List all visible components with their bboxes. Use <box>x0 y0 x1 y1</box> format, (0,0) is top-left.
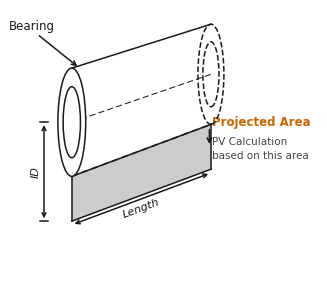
Text: PV Calculation: PV Calculation <box>213 137 288 147</box>
Text: Projected Area: Projected Area <box>213 116 311 129</box>
Text: Length: Length <box>122 197 161 220</box>
Text: ID: ID <box>30 166 40 178</box>
Text: Bearing: Bearing <box>9 20 55 33</box>
Text: based on this area: based on this area <box>213 151 309 161</box>
Ellipse shape <box>58 68 86 176</box>
Polygon shape <box>72 124 211 221</box>
